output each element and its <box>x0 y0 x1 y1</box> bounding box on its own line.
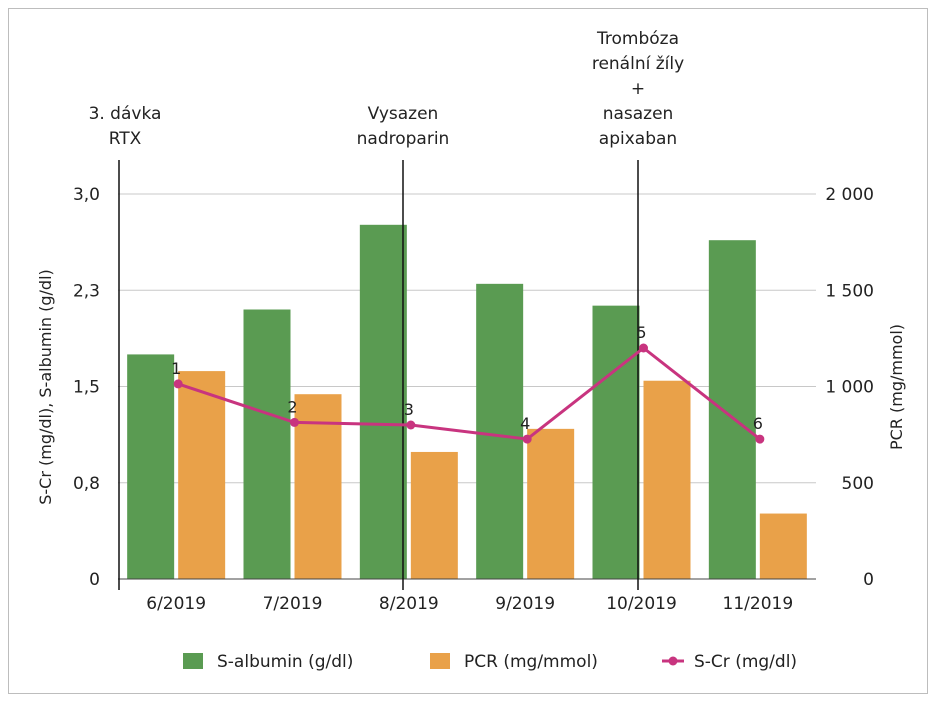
y-left-tick-label: 0,8 <box>73 474 100 494</box>
pcr-bar <box>759 513 807 579</box>
scr-point-label: 5 <box>636 323 646 342</box>
scr-point <box>639 343 648 353</box>
legend-marker <box>668 656 678 666</box>
event-annotation-line: Trombóza <box>596 29 679 49</box>
legend-swatch <box>430 653 450 669</box>
event-annotation-line: nasazen <box>603 104 674 124</box>
albumin-bar <box>708 240 756 579</box>
y-left-axis-title: S-Cr (mg/dl), S-albumin (g/dl) <box>36 269 55 505</box>
y-right-tick-label: 0 <box>863 570 874 590</box>
chart-frame <box>8 8 928 694</box>
pcr-bar <box>643 380 691 579</box>
x-tick-label: 9/2019 <box>495 594 555 614</box>
pcr-bar <box>178 371 226 579</box>
scr-point-label: 4 <box>520 414 530 433</box>
event-annotation-line: renální žíly <box>592 54 684 74</box>
scr-point <box>406 420 416 430</box>
pcr-bar <box>410 451 458 579</box>
y-left-tick-label: 3,0 <box>73 185 100 205</box>
event-annotation: Vysazen nadroparin <box>357 104 450 149</box>
y-right-tick-label: 500 <box>842 474 874 494</box>
y-right-axis-title: PCR (mg/mmol) <box>887 324 906 450</box>
y-right-tick-label: 1 000 <box>825 378 874 398</box>
albumin-bar <box>243 309 291 579</box>
y-left-tick-label: 2,3 <box>73 281 100 301</box>
x-tick-label: 6/2019 <box>146 594 206 614</box>
y-left-tick-label: 1,5 <box>73 378 100 398</box>
pcr-bar <box>294 394 342 579</box>
event-annotation: Trombóza renální žíly + nasazen apixaban <box>592 29 684 149</box>
legend-label: PCR (mg/mmol) <box>464 652 598 672</box>
scr-point <box>755 434 765 444</box>
scr-point <box>173 379 183 389</box>
albumin-bar <box>127 354 175 579</box>
legend-label: S-Cr (mg/dl) <box>694 652 797 672</box>
event-annotation-line: apixaban <box>599 129 677 149</box>
scr-point-label: 2 <box>287 397 297 416</box>
y-right-tick-label: 2 000 <box>825 185 874 205</box>
y-left-tick-label: 0 <box>89 570 100 590</box>
x-tick-label: 10/2019 <box>606 594 677 614</box>
x-tick-label: 8/2019 <box>379 594 439 614</box>
scr-point <box>290 417 299 427</box>
event-annotation-line: 3. dávka <box>89 104 162 124</box>
scr-point <box>522 434 532 444</box>
legend-label: S-albumin (g/dl) <box>217 652 353 672</box>
event-annotation-line: nadroparin <box>357 129 450 149</box>
x-tick-label: 11/2019 <box>723 594 794 614</box>
pcr-bar <box>527 428 575 579</box>
event-annotation-line: RTX <box>109 129 142 149</box>
event-annotation-line: + <box>631 79 645 99</box>
albumin-bar <box>476 283 524 579</box>
legend-swatch <box>183 653 203 669</box>
scr-point-label: 6 <box>753 414 763 433</box>
x-tick-label: 7/2019 <box>263 594 323 614</box>
y-right-tick-label: 1 500 <box>825 281 874 301</box>
event-annotation: 3. dávka RTX <box>89 104 162 149</box>
event-annotation-line: Vysazen <box>368 104 439 124</box>
scr-point-label: 1 <box>171 359 181 378</box>
scr-line <box>177 346 761 441</box>
albumin-bar <box>359 224 407 580</box>
albumin-bar <box>592 305 640 579</box>
scr-point-label: 3 <box>404 400 414 419</box>
